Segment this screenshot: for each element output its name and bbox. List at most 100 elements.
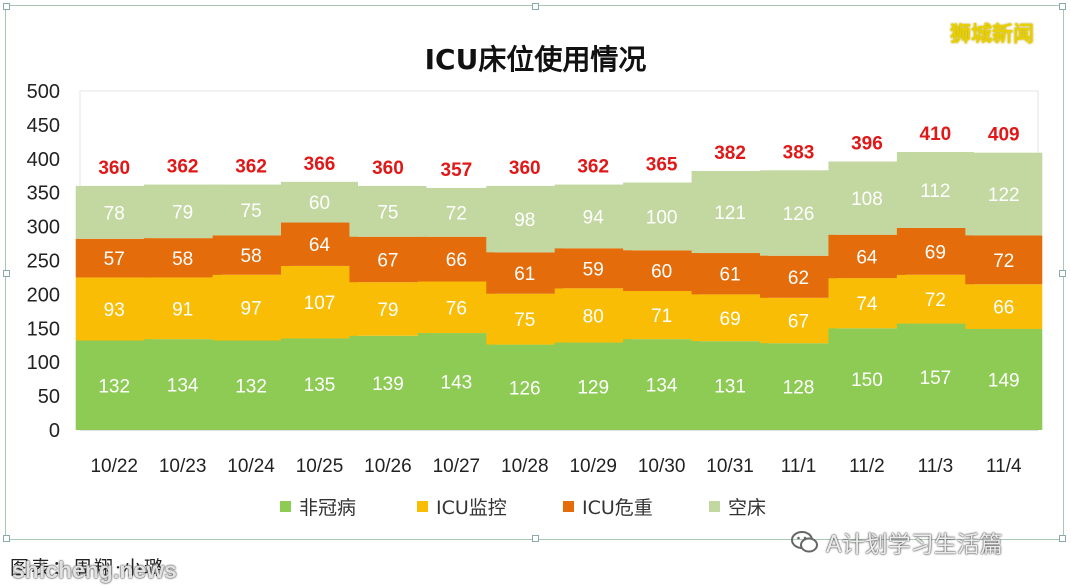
bar-value-label: 126 bbox=[509, 378, 541, 399]
bar-segment bbox=[760, 170, 837, 256]
legend-swatch bbox=[709, 500, 720, 512]
bar-value-label: 122 bbox=[988, 185, 1020, 206]
y-tick-label: 250 bbox=[27, 251, 60, 273]
bar-value-label: 75 bbox=[514, 310, 535, 331]
bar-segment bbox=[212, 235, 290, 275]
bar-segment bbox=[623, 182, 701, 251]
bar-value-label: 107 bbox=[304, 293, 336, 314]
bar-value-label: 79 bbox=[172, 202, 193, 223]
bar-stack: 135 107 64 60 366 bbox=[281, 154, 358, 430]
bar-segment bbox=[281, 265, 358, 339]
watermark-bottom-right-label: A计划学习生活篇 bbox=[826, 532, 1003, 558]
bar-segment bbox=[554, 248, 632, 289]
bar-segment bbox=[623, 339, 701, 430]
source-caption: 图表：周翔·小璐 bbox=[10, 557, 166, 579]
bar-value-label: 64 bbox=[309, 235, 331, 256]
bar-stack: 131 69 61 121 382 bbox=[691, 143, 769, 430]
bar-segment bbox=[965, 328, 1043, 430]
bar-value-label: 67 bbox=[377, 250, 398, 271]
resize-handle[interactable] bbox=[1059, 535, 1066, 542]
y-tick-label: 100 bbox=[27, 352, 60, 374]
bar-segment bbox=[417, 187, 495, 237]
legend-swatch bbox=[417, 500, 428, 512]
bar-value-label: 139 bbox=[372, 374, 404, 395]
bar-value-label: 128 bbox=[783, 378, 815, 399]
bar-value-label: 134 bbox=[646, 376, 678, 397]
x-tick-label: 10/25 bbox=[296, 456, 344, 477]
bar-value-label: 72 bbox=[446, 203, 467, 224]
bar-value-label: 94 bbox=[583, 207, 605, 228]
legend-label: ICU监控 bbox=[436, 496, 507, 519]
bar-value-label: 98 bbox=[514, 210, 535, 231]
x-tick-label: 10/31 bbox=[706, 456, 754, 477]
resize-handle[interactable] bbox=[532, 535, 539, 542]
bar-value-label: 126 bbox=[783, 204, 815, 225]
bar-value-label: 132 bbox=[98, 376, 130, 397]
bar-segment bbox=[896, 152, 974, 228]
bar-segment bbox=[691, 171, 769, 254]
bar-value-label: 76 bbox=[446, 298, 467, 319]
resize-handle[interactable] bbox=[532, 3, 539, 10]
bar-stack: 143 76 66 72 357 bbox=[417, 160, 495, 430]
bar-value-label: 75 bbox=[241, 201, 262, 222]
bar-total-label: 362 bbox=[577, 157, 609, 178]
bar-segment bbox=[486, 252, 564, 294]
resize-handle[interactable] bbox=[3, 3, 10, 10]
bar-segment bbox=[144, 277, 222, 340]
bar-value-label: 78 bbox=[104, 203, 125, 224]
bar-value-label: 108 bbox=[851, 189, 883, 210]
legend-swatch bbox=[563, 500, 574, 512]
bar-total-label: 365 bbox=[646, 155, 678, 176]
resize-handle[interactable] bbox=[3, 270, 10, 277]
bar-segment bbox=[417, 333, 495, 430]
bar-value-label: 157 bbox=[920, 368, 952, 389]
bar-stack: 139 79 67 75 360 bbox=[349, 158, 427, 430]
bar-segment bbox=[486, 344, 564, 430]
y-tick-label: 450 bbox=[27, 115, 60, 137]
bar-value-label: 62 bbox=[788, 268, 809, 289]
bar-total-label: 360 bbox=[509, 158, 541, 179]
bar-stack: 157 72 69 112 410 bbox=[896, 124, 974, 430]
bar-segment bbox=[965, 152, 1043, 236]
bar-segment bbox=[75, 185, 153, 239]
y-tick-label: 500 bbox=[27, 81, 60, 103]
bar-value-label: 67 bbox=[788, 312, 809, 333]
bar-segment bbox=[144, 238, 222, 278]
bar-stack: 132 97 58 75 362 bbox=[212, 157, 290, 430]
bar-total-label: 410 bbox=[920, 124, 952, 145]
bar-value-label: 79 bbox=[377, 300, 398, 321]
bar-segment bbox=[349, 236, 427, 283]
x-tick-label: 10/24 bbox=[227, 456, 275, 477]
bar-value-label: 100 bbox=[646, 207, 678, 228]
bar-stack: 126 75 61 98 360 bbox=[486, 158, 564, 430]
legend-label: 空床 bbox=[728, 496, 767, 519]
bar-total-label: 357 bbox=[441, 160, 473, 181]
resize-handle[interactable] bbox=[1059, 3, 1066, 10]
bar-stack: 149 66 72 122 409 bbox=[965, 125, 1043, 430]
watermark-bottom-left: shicheng.news bbox=[12, 557, 177, 583]
bar-segment bbox=[349, 185, 427, 237]
bar-value-label: 150 bbox=[851, 370, 883, 391]
watermark-top: 狮城新闻 bbox=[950, 22, 1034, 46]
bar-value-label: 60 bbox=[309, 193, 330, 214]
bar-value-label: 129 bbox=[577, 377, 609, 398]
bar-segment bbox=[349, 282, 427, 336]
x-tick-label: 10/27 bbox=[433, 456, 481, 477]
bar-segment bbox=[623, 250, 701, 292]
bar-stack: 134 71 60 100 365 bbox=[623, 155, 701, 430]
legend-item: ICU监控 bbox=[417, 494, 507, 519]
wechat-icon bbox=[791, 531, 818, 553]
bar-segment bbox=[896, 227, 974, 275]
bar-value-label: 58 bbox=[241, 246, 262, 267]
bar-segment bbox=[623, 291, 701, 340]
bar-value-label: 72 bbox=[925, 290, 946, 311]
resize-handle[interactable] bbox=[1059, 270, 1066, 277]
bar-total-label: 362 bbox=[235, 157, 267, 178]
bar-value-label: 57 bbox=[104, 249, 125, 270]
x-tick-label: 10/23 bbox=[159, 456, 207, 477]
legend-label: 非冠病 bbox=[299, 496, 357, 519]
bar-stack: 128 67 62 126 383 bbox=[760, 142, 837, 430]
resize-handle[interactable] bbox=[3, 535, 10, 542]
bar-value-label: 60 bbox=[651, 262, 672, 283]
y-tick-label: 150 bbox=[27, 318, 60, 340]
